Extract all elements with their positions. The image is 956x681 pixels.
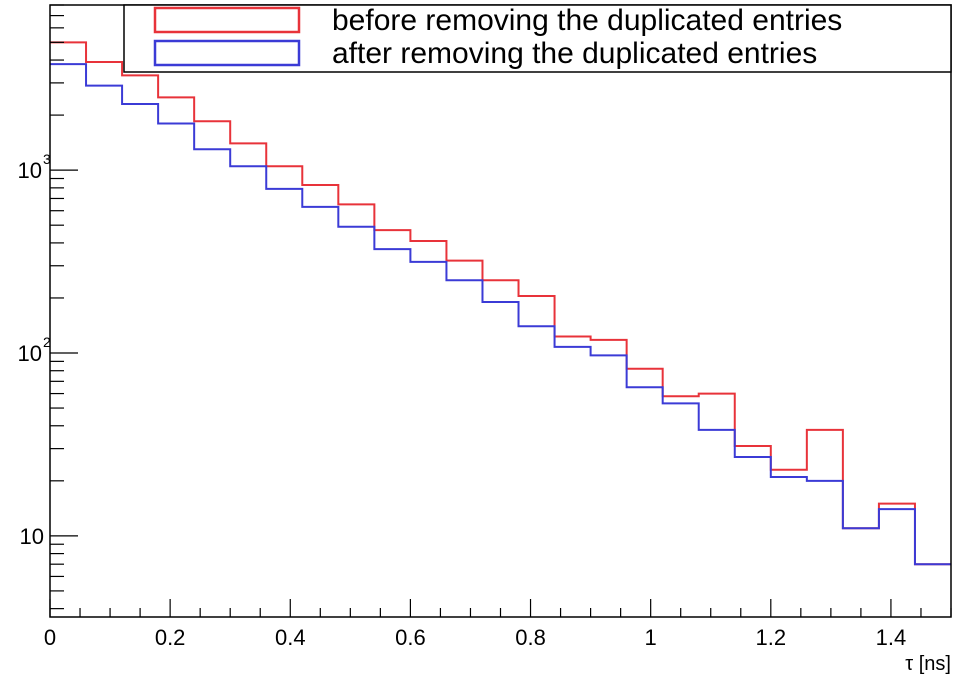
x-tick-label: 1.2 [756,625,787,650]
series-line-0 [50,41,951,566]
y-tick-label: 10 [20,524,44,549]
legend-swatch-0 [153,6,301,34]
x-tick-label: 0.6 [395,625,426,650]
legend: before removing the duplicated entriesaf… [123,4,952,73]
x-tick-label: 0 [44,625,56,650]
x-tick-label: 0.8 [515,625,546,650]
y-tick-label: 10 [18,158,42,183]
legend-box [123,4,952,73]
y-tick-exponent: 2 [43,334,51,350]
y-tick-label: 10 [18,341,42,366]
series-line-1 [50,63,951,566]
x-axis-title: τ [ns] [905,653,951,675]
legend-swatch-1 [153,39,301,67]
x-tick-label: 1.4 [876,625,907,650]
y-tick-exponent: 3 [43,151,51,167]
x-tick-label: 0.4 [275,625,306,650]
legend-label-1: after removing the duplicated entries [332,37,817,70]
legend-label-0: before removing the duplicated entries [332,4,842,37]
x-tick-label: 1 [645,625,657,650]
plot-area [50,41,951,566]
x-tick-label: 0.2 [155,625,186,650]
